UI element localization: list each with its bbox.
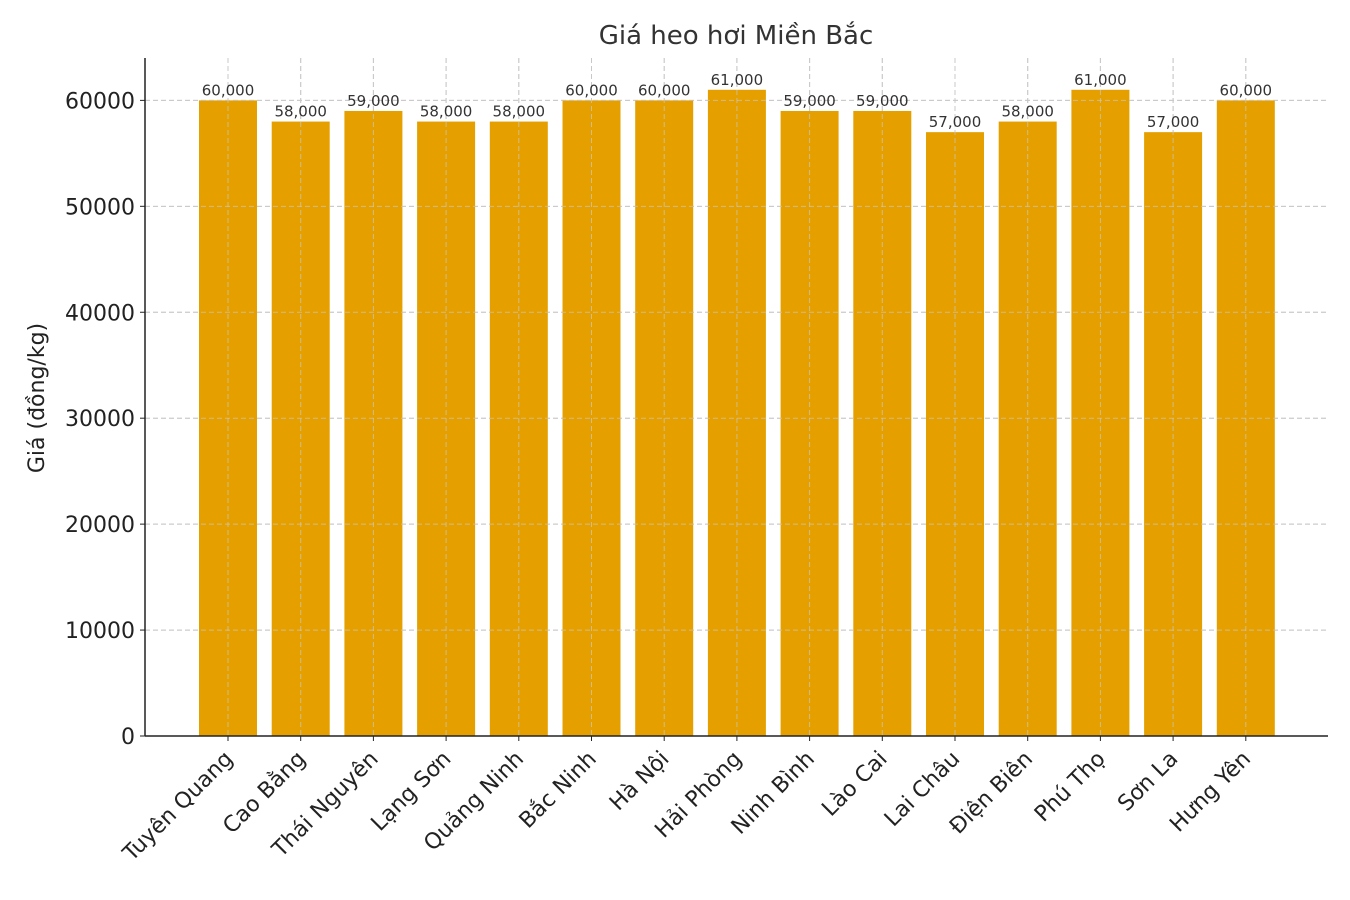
y-tick-labels: 0 10000 20000 30000 40000 50000 60000 xyxy=(65,89,135,750)
bar xyxy=(344,110,403,736)
bar-value-label: 57,000 xyxy=(929,113,982,131)
x-tick-label: Lào Cai xyxy=(817,747,892,822)
y-tick-label: 20000 xyxy=(65,513,135,538)
bar-value-label: 58,000 xyxy=(274,103,327,121)
bar-value-label: 59,000 xyxy=(347,92,400,110)
y-tick-label: 0 xyxy=(121,725,135,750)
y-tick-label: 50000 xyxy=(65,195,135,220)
axes xyxy=(140,58,1328,741)
bar-value-label: 57,000 xyxy=(1147,113,1200,131)
bar-value-label: 58,000 xyxy=(420,103,473,121)
x-tick-label: Bắc Ninh xyxy=(515,747,602,834)
grid-overlay xyxy=(145,58,1328,736)
x-tick-label: Sơn La xyxy=(1113,747,1183,817)
bar-value-label: 60,000 xyxy=(1220,81,1273,99)
y-tick-label: 40000 xyxy=(65,301,135,326)
bar-value-label: 60,000 xyxy=(638,81,691,99)
bar-value-label: 59,000 xyxy=(783,92,836,110)
bar-value-label: 60,000 xyxy=(565,81,618,99)
chart-title: Giá heo hơi Miền Bắc xyxy=(599,20,874,51)
bar-value-label: 61,000 xyxy=(1074,71,1127,89)
y-axis-label: Giá (đồng/kg) xyxy=(25,323,50,473)
bar-value-label: 61,000 xyxy=(711,71,764,89)
y-tick-label: 60000 xyxy=(65,89,135,114)
bar-value-label: 59,000 xyxy=(856,92,909,110)
y-tick-label: 30000 xyxy=(65,407,135,432)
bar-value-label: 58,000 xyxy=(1001,103,1054,121)
bar-value-label: 60,000 xyxy=(202,81,255,99)
bar-value-label: 58,000 xyxy=(493,103,546,121)
bar xyxy=(780,110,839,736)
bar xyxy=(853,110,912,736)
y-tick-label: 10000 xyxy=(65,619,135,644)
x-tick-label: Hà Nội xyxy=(605,747,674,816)
x-tick-label: Tuyên Quang xyxy=(118,747,238,867)
data-labels: 60,000 58,000 59,000 58,000 58,000 60,000 60,0… xyxy=(202,71,1272,131)
x-tick-label: Phú Thọ xyxy=(1030,747,1111,828)
